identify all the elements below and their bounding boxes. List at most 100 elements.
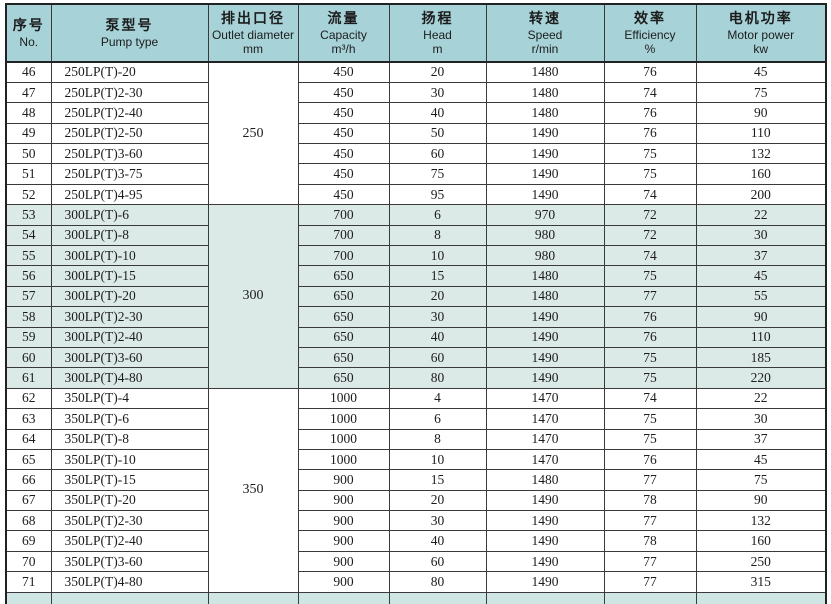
column-header-head: 扬程 Head m — [388, 3, 487, 63]
cell-pump-type: 300LP(T)-6 — [50, 204, 209, 226]
cell-motor-power: 220 — [695, 367, 827, 389]
cell-capacity: 450 — [297, 81, 390, 104]
header-label-zh: 转速 — [529, 10, 561, 27]
cell-head: 60 — [388, 143, 487, 165]
table-header: 序号 No. 泵型号 Pump type 排出口径 Outlet diameter mm 流量… — [5, 3, 827, 63]
cell-outlet-diameter — [207, 591, 299, 604]
cell-head: 20 — [388, 489, 487, 512]
cell-capacity: 450 — [297, 61, 390, 83]
header-label-en: Speed — [527, 27, 563, 42]
pump-row-50: 50 250LP(T)3-60 450 60 1490 75 132 — [5, 143, 827, 165]
cell-speed: 1490 — [485, 571, 605, 593]
cell-efficiency: 77 — [603, 285, 697, 308]
cell-no: 60 — [5, 346, 52, 369]
header-unit: kw — [753, 41, 769, 56]
partial-row — [5, 591, 827, 604]
cell-speed: 1490 — [485, 143, 605, 165]
cell-head: 20 — [388, 285, 487, 308]
pump-row-59: 59 300LP(T)2-40 650 40 1490 76 110 — [5, 326, 827, 348]
pump-row-60: 60 300LP(T)3-60 650 60 1490 75 185 — [5, 346, 827, 369]
cell-head: 20 — [388, 61, 487, 83]
pump-row-48: 48 250LP(T)2-40 450 40 1480 76 90 — [5, 102, 827, 124]
cell-speed: 1490 — [485, 489, 605, 512]
pump-row-71: 71 350LP(T)4-80 900 80 1490 77 315 — [5, 571, 827, 593]
cell-no: 46 — [5, 61, 52, 83]
cell-no: 59 — [5, 326, 52, 348]
cell-efficiency: 77 — [603, 510, 697, 532]
cell-capacity: 450 — [297, 102, 390, 124]
cell-motor-power — [695, 591, 827, 604]
cell-no: 68 — [5, 510, 52, 532]
cell-no: 61 — [5, 367, 52, 389]
cell-speed: 1480 — [485, 81, 605, 104]
cell-no: 49 — [5, 122, 52, 145]
cell-pump-type: 350LP(T)-10 — [50, 448, 209, 471]
cell-capacity: 1000 — [297, 428, 390, 450]
cell-speed: 1490 — [485, 122, 605, 145]
cell-capacity: 900 — [297, 510, 390, 532]
cell-efficiency: 74 — [603, 183, 697, 206]
cell-no: 56 — [5, 265, 52, 287]
cell-no: 63 — [5, 408, 52, 430]
header-label-en: Capacity — [320, 27, 367, 42]
header-unit: m³/h — [331, 41, 356, 56]
cell-pump-type: 250LP(T)3-75 — [50, 163, 209, 185]
cell-efficiency: 75 — [603, 346, 697, 369]
cell-efficiency: 77 — [603, 469, 697, 491]
cell-pump-type: 350LP(T)-4 — [50, 387, 209, 410]
cell-motor-power: 37 — [695, 245, 827, 267]
cell-speed: 1480 — [485, 102, 605, 124]
cell-efficiency: 75 — [603, 143, 697, 165]
cell-capacity: 700 — [297, 245, 390, 267]
pump-row-46: 46 250LP(T)-20 250 450 20 1480 76 45 — [5, 61, 827, 206]
cell-efficiency: 76 — [603, 61, 697, 83]
header-label-zh: 电机功率 — [728, 10, 793, 27]
cell-capacity: 1000 — [297, 448, 390, 471]
cell-pump-type: 300LP(T)-15 — [50, 265, 209, 287]
cell-motor-power: 75 — [695, 81, 827, 104]
pump-row-65: 65 350LP(T)-10 1000 10 1470 76 45 — [5, 448, 827, 471]
cell-pump-type: 350LP(T)-15 — [50, 469, 209, 491]
cell-efficiency: 75 — [603, 428, 697, 450]
pump-row-69: 69 350LP(T)2-40 900 40 1490 78 160 — [5, 530, 827, 552]
pump-row-54: 54 300LP(T)-8 700 8 980 72 30 — [5, 224, 827, 247]
cell-efficiency: 76 — [603, 448, 697, 471]
cell-speed: 1490 — [485, 530, 605, 552]
pump-row-52: 52 250LP(T)4-95 450 95 1490 74 200 — [5, 183, 827, 206]
cell-efficiency — [603, 591, 697, 604]
cell-motor-power: 90 — [695, 489, 827, 512]
cell-capacity: 650 — [297, 285, 390, 308]
cell-pump-type: 350LP(T)-20 — [50, 489, 209, 512]
cell-pump-type: 350LP(T)-8 — [50, 428, 209, 450]
cell-no: 58 — [5, 306, 52, 328]
cell-pump-type: 300LP(T)4-80 — [50, 367, 209, 389]
cell-no: 48 — [5, 102, 52, 124]
cell-pump-type: 350LP(T)3-60 — [50, 550, 209, 573]
cell-no: 53 — [5, 204, 52, 226]
cell-no: 69 — [5, 530, 52, 552]
cell-speed — [485, 591, 605, 604]
cell-no: 51 — [5, 163, 52, 185]
pump-row-49: 49 250LP(T)2-50 450 50 1490 76 110 — [5, 122, 827, 145]
cell-efficiency: 72 — [603, 204, 697, 226]
cell-capacity: 450 — [297, 122, 390, 145]
column-header-pump-type: 泵型号 Pump type — [50, 3, 209, 63]
header-unit: % — [644, 41, 656, 56]
cell-head: 10 — [388, 245, 487, 267]
cell-efficiency: 75 — [603, 408, 697, 430]
header-row: 序号 No. 泵型号 Pump type 排出口径 Outlet diameter mm 流量… — [5, 3, 827, 63]
cell-pump-type: 350LP(T)-6 — [50, 408, 209, 430]
cell-head: 75 — [388, 163, 487, 185]
cell-capacity: 900 — [297, 489, 390, 512]
pump-row-63: 63 350LP(T)-6 1000 6 1470 75 30 — [5, 408, 827, 430]
pump-row-67: 67 350LP(T)-20 900 20 1490 78 90 — [5, 489, 827, 512]
cell-capacity: 650 — [297, 367, 390, 389]
cell-speed: 1470 — [485, 408, 605, 430]
pump-row-56: 56 300LP(T)-15 650 15 1480 75 45 — [5, 265, 827, 287]
cell-pump-type: 350LP(T)4-80 — [50, 571, 209, 593]
pump-row-68: 68 350LP(T)2-30 900 30 1490 77 132 — [5, 510, 827, 532]
cell-motor-power: 37 — [695, 428, 827, 450]
cell-motor-power: 160 — [695, 530, 827, 552]
cell-motor-power: 132 — [695, 510, 827, 532]
